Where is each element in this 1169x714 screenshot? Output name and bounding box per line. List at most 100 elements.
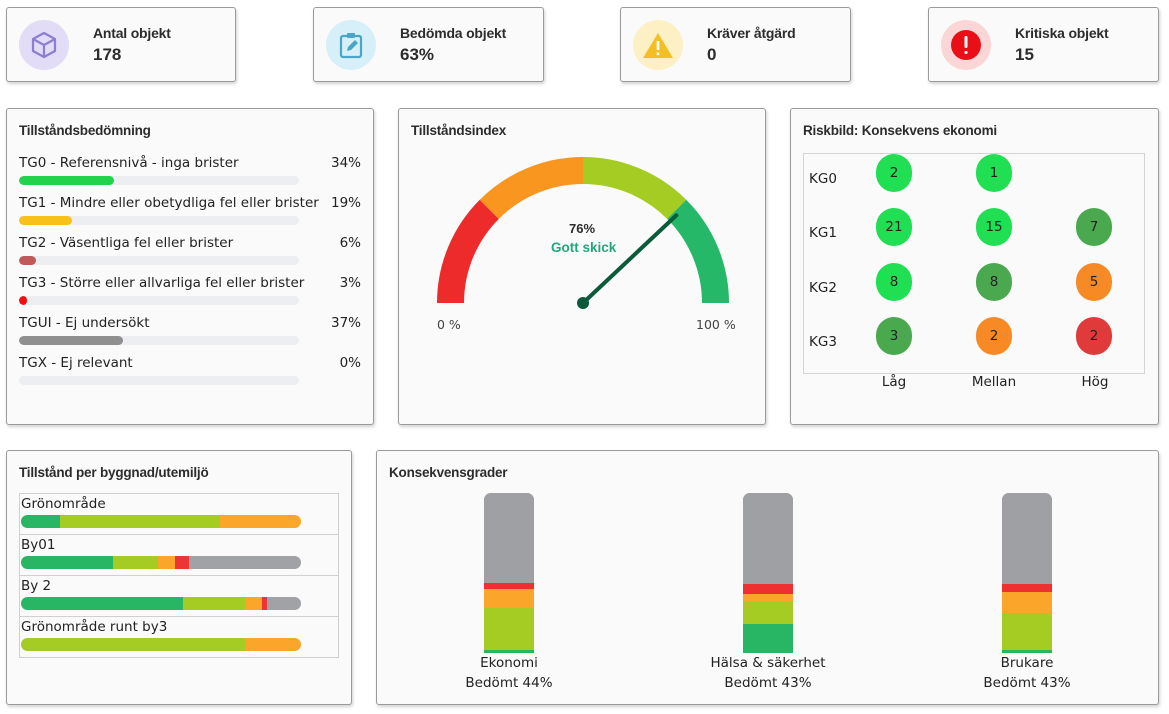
- building-bar-segment-tg2: [219, 515, 301, 528]
- kpi-label: Bedömda objekt: [400, 25, 507, 41]
- consequence-segment-orange: [1002, 592, 1052, 613]
- exclamation-icon-circle: [941, 20, 991, 70]
- consequence-assessed: Bedömt 43%: [724, 675, 812, 691]
- matrix-cell[interactable]: 3: [876, 317, 912, 355]
- building-bar-segment-tg0: [21, 556, 114, 569]
- kpi-label: Kräver åtgärd: [707, 25, 796, 41]
- gauge-label-backdrop: [550, 217, 612, 257]
- matrix-col-label: Mellan: [971, 374, 1017, 390]
- gauge-value: 76%: [569, 221, 596, 236]
- risk-matrix: KG0 KG1 KG2 KG3 2 1 21 15 7 8 8 5 3 2 2: [803, 153, 1145, 374]
- condition-bar-track: [19, 176, 299, 185]
- condition-row[interactable]: TG2 - Väsentliga fel eller brister 6%: [19, 235, 361, 275]
- building-row[interactable]: Grönområde: [20, 494, 338, 535]
- building-row[interactable]: By 2: [20, 576, 338, 617]
- building-bar-segment-tg1: [60, 515, 220, 528]
- kpi-value: 0: [707, 45, 717, 64]
- consequence-segment-lime: [1002, 613, 1052, 650]
- consequence-segment-red: [484, 582, 534, 589]
- building-name: By 2: [21, 578, 52, 594]
- condition-label: TGUI - Ej undersökt: [19, 315, 150, 331]
- condition-row[interactable]: TG1 - Mindre eller obetydliga fel eller …: [19, 195, 361, 235]
- consequence-column[interactable]: Brukare Bedömt 43%: [947, 493, 1107, 693]
- card-title: Konsekvensgrader: [389, 465, 508, 480]
- building-bar-segment-tg2: [158, 556, 175, 569]
- condition-row[interactable]: TGX - Ej relevant 0%: [19, 355, 361, 395]
- condition-label: TG3 - Större eller allvarliga fel eller …: [19, 275, 305, 291]
- building-row[interactable]: By01: [20, 535, 338, 576]
- matrix-cell[interactable]: 8: [976, 263, 1012, 301]
- condition-row[interactable]: TG3 - Större eller allvarliga fel eller …: [19, 275, 361, 315]
- building-stacked-bar: [21, 556, 301, 569]
- condition-bar-fill: [19, 256, 36, 265]
- building-bar-segment-tg3: [261, 597, 268, 610]
- matrix-cell[interactable]: 8: [876, 263, 912, 301]
- matrix-row-label: KG3: [809, 334, 837, 350]
- matrix-cell[interactable]: 2: [876, 154, 912, 192]
- card-title: Tillståndsbedömning: [19, 123, 151, 138]
- kpi-value: 178: [93, 45, 122, 64]
- condition-row[interactable]: TG0 - Referensnivå - inga brister 34%: [19, 155, 361, 195]
- condition-percent: 19%: [330, 195, 361, 211]
- warning-icon: [643, 33, 673, 58]
- building-name: By01: [21, 537, 56, 553]
- matrix-cell[interactable]: 2: [1076, 317, 1112, 355]
- condition-percent: 0%: [339, 355, 361, 371]
- building-row[interactable]: Grönområde runt by3: [20, 617, 338, 658]
- condition-bar-track: [19, 296, 299, 305]
- kpi-card-total[interactable]: Antal objekt 178: [6, 7, 236, 82]
- condition-row[interactable]: TGUI - Ej undersökt 37%: [19, 315, 361, 355]
- risk-matrix-card: Riskbild: Konsekvens ekonomi KG0 KG1 KG2…: [790, 108, 1159, 425]
- matrix-col-label: Låg: [881, 374, 907, 390]
- building-stacked-bar: [21, 597, 301, 610]
- condition-label: TGX - Ej relevant: [19, 355, 133, 371]
- gauge-hub: [577, 297, 589, 309]
- kpi-value: 15: [1015, 45, 1034, 64]
- building-bar-segment-tg1: [21, 638, 245, 651]
- consequence-segment-lime: [743, 601, 793, 625]
- gauge-min-label: 0 %: [437, 317, 461, 332]
- matrix-cell[interactable]: 7: [1076, 208, 1112, 246]
- condition-index-card: Tillståndsindex 76% Gott skick 0 % 100 %: [398, 108, 766, 425]
- matrix-col-label: Hög: [1081, 374, 1109, 390]
- consequence-segment-lime: [484, 608, 534, 650]
- clipboard-edit-icon: [339, 33, 363, 59]
- consequence-assessed: Bedömt 44%: [465, 675, 553, 691]
- card-title: Tillstånd per byggnad/utemiljö: [19, 465, 209, 480]
- consequence-segment-orange: [743, 593, 793, 602]
- consequence-stacked-bar: [484, 493, 534, 653]
- condition-label: TG2 - Väsentliga fel eller brister: [19, 235, 234, 251]
- kpi-card-assessed[interactable]: Bedömda objekt 63%: [313, 7, 544, 82]
- building-bar-segment-tgui: [188, 556, 301, 569]
- consequence-column[interactable]: Hälsa & säkerhet Bedömt 43%: [688, 493, 848, 693]
- building-name: Grönområde: [21, 496, 106, 512]
- condition-percent: 37%: [330, 315, 361, 331]
- building-bar-segment-tg1: [113, 556, 159, 569]
- warning-icon-circle: [633, 20, 683, 70]
- kpi-card-critical[interactable]: Kritiska objekt 15: [928, 7, 1159, 82]
- cube-icon: [31, 31, 57, 59]
- kpi-card-action-required[interactable]: Kräver åtgärd 0: [620, 7, 851, 82]
- condition-bar-track: [19, 376, 299, 385]
- consequence-segment-green: [743, 624, 793, 653]
- building-stacked-bar: [21, 515, 301, 528]
- matrix-cell[interactable]: 1: [976, 154, 1012, 192]
- cube-icon-circle: [19, 20, 69, 70]
- building-table: Grönområde By01 By 2 Grönområde runt by3: [19, 493, 339, 658]
- gauge-band-0: [437, 199, 499, 303]
- matrix-cell[interactable]: 5: [1076, 263, 1112, 301]
- building-bar-segment-tg1: [183, 597, 245, 610]
- consequence-segment-green: [484, 649, 534, 653]
- building-bar-segment-tg3: [174, 556, 189, 569]
- matrix-cell[interactable]: 2: [976, 317, 1012, 355]
- consequence-segment-green: [1002, 649, 1052, 653]
- condition-bar-track: [19, 256, 299, 265]
- condition-card: Tillståndsbedömning TG0 - Referensnivå -…: [6, 108, 374, 425]
- consequence-column[interactable]: Ekonomi Bedömt 44%: [429, 493, 589, 693]
- matrix-cell[interactable]: 15: [976, 208, 1012, 246]
- matrix-cell[interactable]: 21: [876, 208, 912, 246]
- matrix-row-label: KG0: [809, 171, 837, 187]
- building-condition-card: Tillstånd per byggnad/utemiljö Grönområd…: [6, 450, 352, 705]
- condition-label: TG0 - Referensnivå - inga brister: [19, 155, 239, 171]
- consequence-segment-red: [743, 584, 793, 594]
